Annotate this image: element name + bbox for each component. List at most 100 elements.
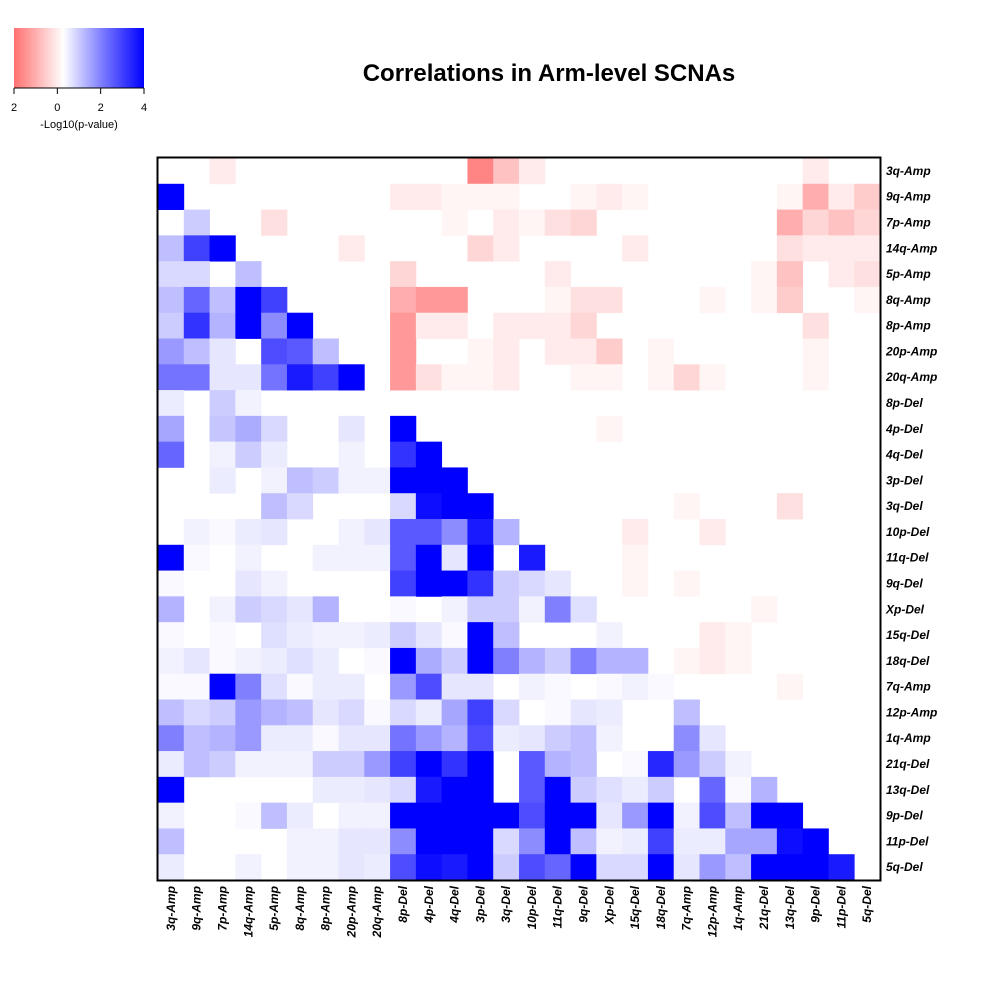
- heatmap-cell-10p-Del-3q-Del: [493, 519, 520, 546]
- heatmap-cell-14q-Amp-9p-Del: [802, 235, 829, 262]
- heatmap-cell-5p-Amp-14q-Amp: [235, 261, 262, 288]
- heatmap-cell-11q-Del-3q-Amp: [158, 544, 185, 571]
- heatmap-cell-11p-Del-20q-Amp: [364, 828, 391, 855]
- heatmap-cell-18q-Del-8p-Amp: [312, 647, 339, 675]
- heatmap-cell-11p-Del-3q-Amp: [158, 828, 185, 855]
- heatmap-cell-20q-Amp-3q-Del: [493, 364, 520, 391]
- col-label-9q-Amp: 9q-Amp: [190, 886, 204, 931]
- heatmap-cell-21q-Del-9q-Amp: [183, 751, 210, 778]
- heatmap-cell-9q-Del-11q-Del: [544, 570, 571, 597]
- heatmap-cell-7q-Amp-Xp-Del: [596, 673, 623, 700]
- legend-tick-label: 4: [141, 102, 147, 114]
- heatmap-cell-8p-Amp-3q-Amp: [158, 312, 185, 339]
- heatmap-cell-13q-Del-1q-Amp: [725, 776, 752, 804]
- col-label-11q-Del: 11q-Del: [551, 885, 565, 928]
- col-label-1q-Amp: 1q-Amp: [731, 886, 745, 931]
- heatmap-cell-12p-Amp-11q-Del: [544, 699, 571, 726]
- heatmap-cell-3p-Del-4p-Del: [415, 467, 443, 494]
- heatmap-cell-20q-Amp-7q-Amp: [673, 364, 700, 391]
- heatmap-cell-11p-Del-9q-Del: [570, 828, 597, 855]
- heatmap-cell-18q-Del-Xp-Del: [596, 647, 623, 675]
- heatmap-cell-13q-Del-4p-Del: [415, 776, 443, 804]
- heatmap-cell-1q-Amp-3q-Del: [493, 725, 520, 752]
- heatmap-cell-11q-Del-15q-Del: [622, 544, 649, 571]
- heatmap-cell-7q-Amp-8p-Amp: [312, 673, 339, 700]
- heatmap-cell-Xp-Del-3q-Del: [493, 596, 520, 623]
- heatmap-cell-3p-Del-8q-Amp: [286, 467, 314, 494]
- heatmap-cell-13q-Del-3p-Del: [467, 776, 494, 804]
- heatmap-cell-12p-Amp-8p-Del: [390, 699, 417, 726]
- heatmap-cell-4p-Del-5p-Amp: [261, 415, 288, 443]
- heatmap-cell-21q-Del-7q-Amp: [673, 751, 700, 778]
- row-label-3p-Del: 3p-Del: [886, 473, 923, 487]
- heatmap-cell-3q-Del-8q-Amp: [286, 493, 314, 520]
- heatmap-cell-5q-Del-20p-Amp: [338, 854, 365, 881]
- heatmap-cell-Xp-Del-7p-Amp: [209, 596, 236, 623]
- heatmap-cell-9q-Del-4q-Del: [441, 570, 468, 597]
- heatmap-cell-7p-Amp-5q-Del: [854, 209, 881, 236]
- heatmap-cell-21q-Del-18q-Del: [647, 751, 675, 778]
- heatmap-cell-21q-Del-20q-Amp: [364, 751, 391, 778]
- heatmap-cell-20p-Amp-18q-Del: [647, 338, 675, 365]
- heatmap-cell-18q-Del-3q-Del: [493, 647, 520, 675]
- heatmap-cell-8q-Amp-8p-Del: [390, 286, 417, 314]
- heatmap-cell-Xp-Del-11q-Del: [544, 596, 571, 623]
- heatmap-cell-8p-Amp-14q-Amp: [235, 312, 262, 339]
- heatmap-cell-18q-Del-9q-Amp: [183, 647, 210, 675]
- heatmap-cell-8p-Amp-9p-Del: [802, 312, 829, 339]
- col-label-3p-Del: 3p-Del: [473, 885, 487, 922]
- col-label-18q-Del: 18q-Del: [654, 885, 668, 929]
- heatmap-cell-11p-Del-8p-Amp: [312, 828, 339, 855]
- heatmap-cell-10p-Del-15q-Del: [622, 519, 649, 546]
- heatmap-cell-18q-Del-4p-Del: [415, 647, 443, 675]
- heatmap-cell-9p-Del-7q-Amp: [673, 802, 700, 829]
- heatmap-cell-11q-Del-20q-Amp: [364, 544, 391, 571]
- heatmap-cell-10p-Del-14q-Amp: [235, 519, 262, 546]
- heatmap-cell-8q-Amp-13q-Del: [776, 286, 804, 314]
- heatmap-cell-5q-Del-11q-Del: [544, 854, 571, 881]
- heatmap-cell-1q-Amp-8p-Del: [390, 725, 417, 752]
- col-label-21q-Del: 21q-Del: [757, 885, 771, 930]
- heatmap-cell-20p-Amp-9q-Del: [570, 338, 597, 365]
- row-label-13q-Del: 13q-Del: [886, 783, 930, 797]
- col-label-13q-Del: 13q-Del: [783, 885, 797, 929]
- heatmap-cell-7p-Amp-11p-Del: [828, 209, 855, 236]
- heatmap-cell-7q-Amp-10p-Del: [519, 673, 546, 700]
- heatmap-cell-3q-Amp-9p-Del: [802, 158, 829, 185]
- row-label-11p-Del: 11p-Del: [886, 834, 929, 848]
- heatmap-cell-12p-Amp-7q-Amp: [673, 699, 700, 726]
- heatmap-cell-8p-Del-3q-Amp: [158, 390, 185, 417]
- heatmap-cell-14q-Amp-3q-Del: [493, 235, 520, 262]
- heatmap-cell-18q-Del-14q-Amp: [235, 647, 262, 675]
- row-label-20p-Amp: 20p-Amp: [885, 344, 937, 358]
- heatmap-cell-9q-Amp-3q-Amp: [158, 183, 185, 210]
- row-label-12p-Amp: 12p-Amp: [886, 705, 937, 719]
- heatmap-cell-9p-Del-18q-Del: [647, 802, 675, 829]
- heatmap-cell-12p-Amp-8q-Amp: [286, 699, 314, 726]
- heatmap-cell-9q-Amp-5q-Del: [854, 183, 881, 210]
- heatmap-cell-8p-Amp-3q-Del: [493, 312, 520, 339]
- heatmap-cell-9q-Amp-Xp-Del: [596, 183, 623, 210]
- heatmap-cell-8q-Amp-Xp-Del: [596, 286, 623, 314]
- heatmap-cell-5q-Del-3q-Amp: [158, 854, 185, 881]
- heatmap-cell-12p-Amp-3p-Del: [467, 699, 494, 726]
- heatmap-cell-15q-Del-12p-Amp: [699, 622, 726, 649]
- legend-color-bar: [14, 28, 144, 88]
- row-label-7q-Amp: 7q-Amp: [886, 680, 931, 694]
- col-label-3q-Amp: 3q-Amp: [164, 886, 178, 931]
- heatmap-cell-8p-Amp-4q-Del: [441, 312, 468, 339]
- heatmap-cell-18q-Del-12p-Amp: [699, 647, 726, 675]
- heatmap-cell-21q-Del-14q-Amp: [235, 751, 262, 778]
- heatmap-cell-9q-Amp-13q-Del: [776, 183, 804, 210]
- heatmap-cell-15q-Del-4q-Del: [441, 622, 468, 649]
- heatmap-cell-15q-Del-8q-Amp: [286, 622, 314, 649]
- heatmap-cell-5q-Del-7q-Amp: [673, 854, 700, 881]
- row-label-1q-Amp: 1q-Amp: [886, 731, 931, 745]
- heatmap-cell-11q-Del-4p-Del: [415, 544, 443, 571]
- heatmap-cell-5q-Del-15q-Del: [622, 854, 649, 881]
- heatmap-cell-1q-Amp-11q-Del: [544, 725, 571, 752]
- heatmap-cell-18q-Del-3q-Amp: [158, 647, 185, 675]
- heatmap-cell-10p-Del-20q-Amp: [364, 519, 391, 546]
- col-label-10p-Del: 10p-Del: [525, 885, 539, 929]
